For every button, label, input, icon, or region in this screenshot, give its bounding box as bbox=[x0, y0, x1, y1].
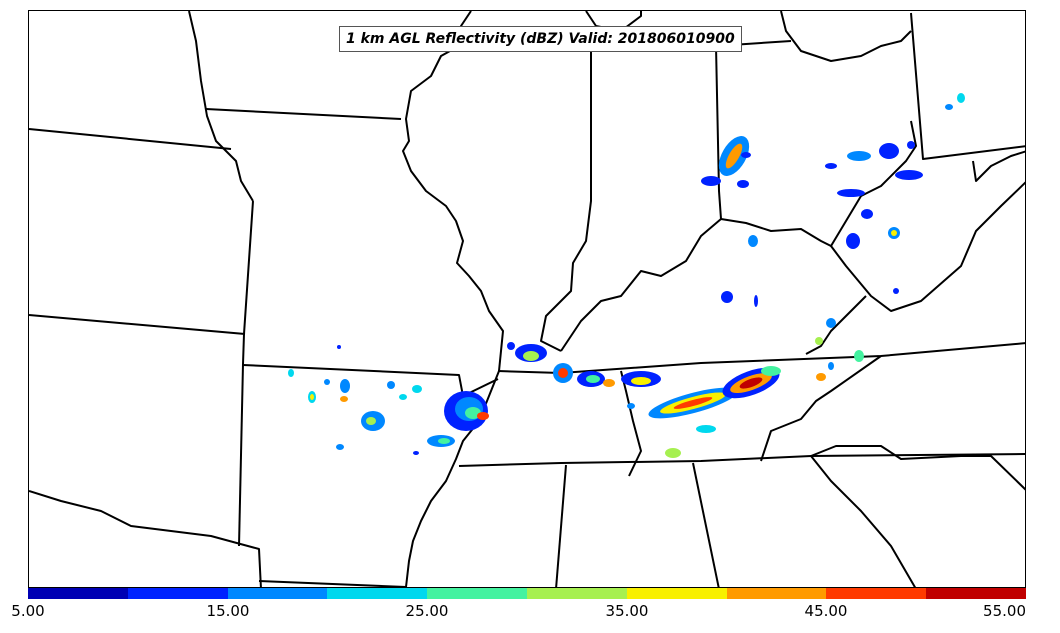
il-in-border bbox=[540, 51, 592, 352]
colorbar-swatch bbox=[726, 588, 827, 599]
sc-nc-east bbox=[810, 445, 1025, 491]
lake-erie-shore bbox=[780, 11, 912, 62]
ga-sc-border bbox=[810, 455, 916, 587]
ohio-river bbox=[560, 120, 917, 352]
colorbar-tick-25: 25.00 bbox=[405, 602, 449, 620]
tx-la-south bbox=[258, 580, 407, 587]
map-title: 1 km AGL Reflectivity (dBZ) Valid: 20180… bbox=[339, 26, 742, 52]
ks-mo-border bbox=[29, 314, 246, 335]
colorbar-tick-45: 45.00 bbox=[804, 602, 848, 620]
radar-echoes bbox=[288, 93, 965, 458]
ar-la-border bbox=[29, 490, 262, 587]
colorbar-tick-15: 15.00 bbox=[206, 602, 250, 620]
ky-va-border bbox=[805, 295, 867, 355]
nc-sc-border bbox=[760, 355, 882, 462]
colorbar-tick-35: 35.00 bbox=[605, 602, 649, 620]
colorbar-swatch bbox=[227, 588, 328, 599]
colorbar-swatch bbox=[327, 588, 428, 599]
oh-pa-border bbox=[910, 12, 1025, 160]
ne-ia-border bbox=[29, 128, 232, 150]
colorbar-swatch bbox=[127, 588, 228, 599]
colorbar-swatch bbox=[427, 588, 527, 599]
ky-tn-border bbox=[497, 342, 1025, 374]
colorbar-swatch bbox=[626, 588, 727, 599]
colorbar bbox=[28, 588, 1026, 599]
colorbar-swatch bbox=[826, 588, 927, 599]
wv-va-border bbox=[830, 181, 1025, 312]
wv-east-border bbox=[972, 150, 1025, 182]
tn-river bbox=[620, 370, 642, 477]
colorbar-tick-55: 55.00 bbox=[983, 602, 1026, 620]
mo-ks-west bbox=[242, 200, 254, 365]
al-ga-border bbox=[692, 462, 720, 587]
state-boundaries-map bbox=[29, 11, 1025, 587]
tn-south-border bbox=[458, 453, 1025, 467]
ms-al-border bbox=[555, 464, 567, 587]
mo-ia-border bbox=[205, 108, 402, 120]
colorbar-swatch bbox=[526, 588, 627, 599]
mo-ar-border bbox=[242, 364, 499, 397]
ok-ar-border bbox=[238, 363, 244, 547]
colorbar-swatch bbox=[926, 588, 1026, 599]
colorbar-swatch bbox=[28, 588, 128, 599]
mississippi-river bbox=[402, 11, 504, 587]
colorbar-tick-5: 5.00 bbox=[11, 602, 45, 620]
in-oh-border bbox=[715, 45, 722, 220]
mo-river-west bbox=[188, 11, 254, 202]
map-panel: 1 km AGL Reflectivity (dBZ) Valid: 20180… bbox=[28, 10, 1026, 588]
